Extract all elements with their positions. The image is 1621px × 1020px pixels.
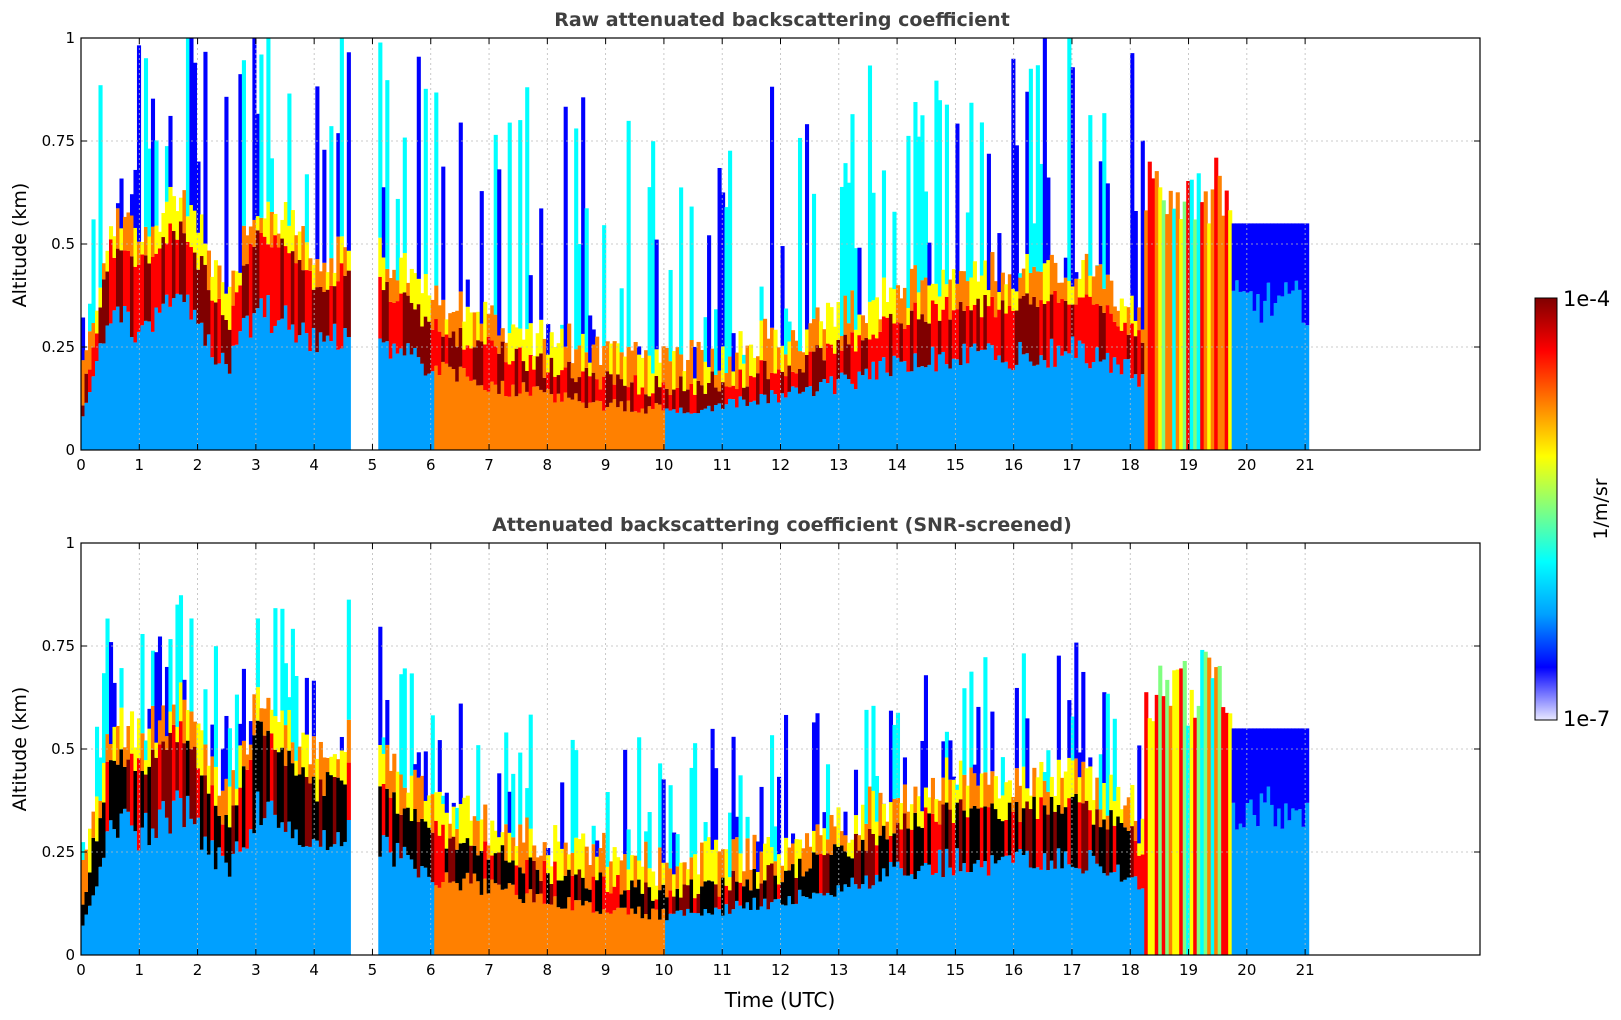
y-tick-label: 0.5 xyxy=(51,235,75,253)
x-tick-label: 18 xyxy=(1121,961,1140,979)
snr-screened-panel: Attenuated backscattering coefficient (S… xyxy=(9,514,1481,1012)
x-tick-label: 13 xyxy=(829,961,848,979)
y-axis-ticks: 0 0.25 0.5 0.75 1 xyxy=(42,534,1480,964)
y-tick-label: 0.25 xyxy=(42,843,75,861)
x-tick-label: 2 xyxy=(193,961,203,979)
y-tick-label: 0.75 xyxy=(42,132,75,150)
colorbar-bar xyxy=(1534,297,1558,721)
x-axis-label: Time (UTC) xyxy=(724,988,836,1012)
x-tick-label: 16 xyxy=(1004,456,1023,474)
x-tick-label: 2 xyxy=(193,456,203,474)
x-tick-label: 21 xyxy=(1296,961,1315,979)
y-axis-label: Altitude (km) xyxy=(9,183,31,308)
x-tick-label: 15 xyxy=(946,961,965,979)
x-tick-label: 8 xyxy=(543,961,553,979)
x-tick-label: 17 xyxy=(1062,456,1081,474)
x-tick-label: 19 xyxy=(1179,961,1198,979)
x-tick-label: 14 xyxy=(888,456,907,474)
x-tick-label: 0 xyxy=(76,456,86,474)
colorbar-min-label: 1e-7 xyxy=(1563,707,1610,731)
x-tick-label: 1 xyxy=(135,961,145,979)
x-tick-label: 20 xyxy=(1237,456,1256,474)
x-tick-label: 12 xyxy=(771,456,790,474)
colorbar: 1e-4 1e-7 1/m/sr xyxy=(1534,287,1612,731)
x-tick-label: 7 xyxy=(484,961,494,979)
x-tick-label: 15 xyxy=(946,456,965,474)
x-axis-ticks: 0 1 2 3 4 5 6 7 8 9 10 11 12 13 14 15 16 17 18 19 20 21 xyxy=(76,38,1315,474)
x-tick-label: 21 xyxy=(1296,456,1315,474)
x-tick-label: 6 xyxy=(426,961,436,979)
y-tick-label: 0 xyxy=(65,441,75,459)
x-tick-label: 11 xyxy=(713,456,732,474)
x-tick-label: 0 xyxy=(76,961,86,979)
x-tick-label: 9 xyxy=(601,456,611,474)
x-tick-label: 5 xyxy=(368,456,378,474)
x-tick-label: 18 xyxy=(1121,456,1140,474)
x-tick-label: 11 xyxy=(713,961,732,979)
x-tick-label: 1 xyxy=(135,456,145,474)
x-tick-label: 16 xyxy=(1004,961,1023,979)
colorbar-unit-label: 1/m/sr xyxy=(1590,478,1612,539)
x-tick-label: 9 xyxy=(601,961,611,979)
y-axis-label: Altitude (km) xyxy=(9,687,31,812)
x-tick-label: 10 xyxy=(654,456,673,474)
panel-title: Raw attenuated backscattering coefficien… xyxy=(554,9,1010,31)
y-tick-label: 1 xyxy=(65,534,75,552)
x-axis-ticks: 0 1 2 3 4 5 6 7 8 9 10 11 12 13 14 15 16 17 18 19 20 21 xyxy=(76,543,1315,979)
y-tick-label: 0 xyxy=(65,946,75,964)
heatmap-area xyxy=(81,595,1310,955)
y-axis-ticks: 0 0.25 0.5 0.75 1 xyxy=(42,29,1480,459)
x-tick-label: 20 xyxy=(1237,961,1256,979)
x-tick-label: 13 xyxy=(829,456,848,474)
x-tick-label: 4 xyxy=(309,456,319,474)
x-tick-label: 3 xyxy=(251,961,261,979)
x-tick-label: 17 xyxy=(1062,961,1081,979)
x-tick-label: 4 xyxy=(309,961,319,979)
x-tick-label: 6 xyxy=(426,456,436,474)
x-tick-label: 8 xyxy=(543,456,553,474)
y-tick-label: 0.75 xyxy=(42,637,75,655)
x-tick-label: 19 xyxy=(1179,456,1198,474)
y-tick-label: 0.25 xyxy=(42,338,75,356)
x-tick-label: 5 xyxy=(368,961,378,979)
x-tick-label: 12 xyxy=(771,961,790,979)
colorbar-max-label: 1e-4 xyxy=(1563,287,1610,311)
x-tick-label: 3 xyxy=(251,456,261,474)
x-tick-label: 10 xyxy=(654,961,673,979)
y-tick-label: 0.5 xyxy=(51,740,75,758)
x-tick-label: 7 xyxy=(484,456,494,474)
heatmap-area xyxy=(81,38,1310,450)
y-tick-label: 1 xyxy=(65,29,75,47)
panel-title: Attenuated backscattering coefficient (S… xyxy=(492,514,1072,536)
raw-backscatter-panel: Raw attenuated backscattering coefficien… xyxy=(9,9,1481,474)
x-tick-label: 14 xyxy=(888,961,907,979)
